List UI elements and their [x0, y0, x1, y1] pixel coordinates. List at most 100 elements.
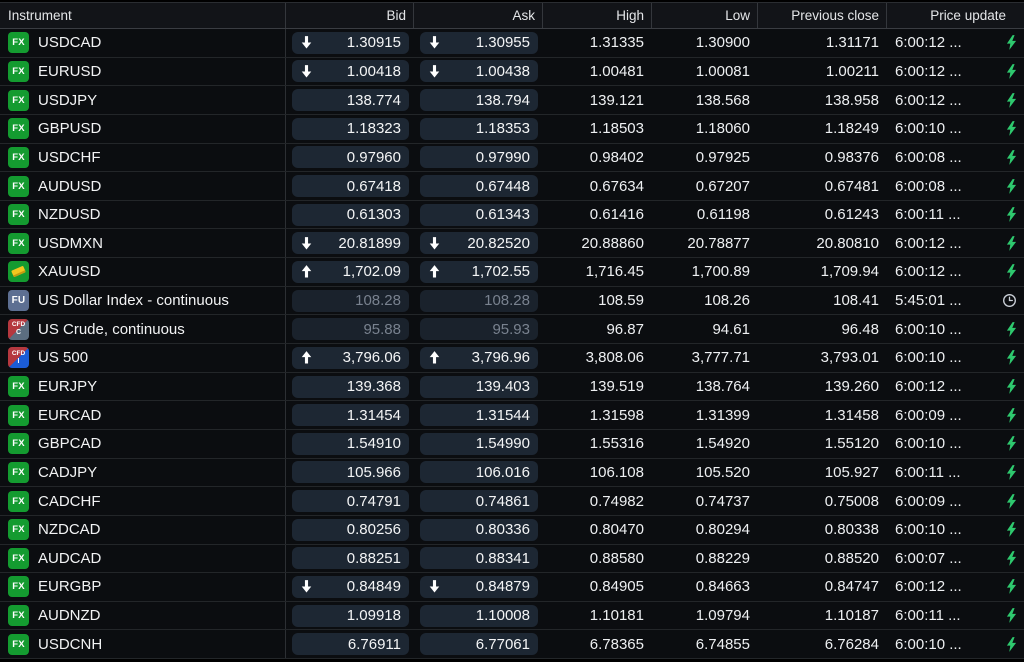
- ask-price-pill[interactable]: 106.016: [420, 461, 538, 484]
- ask-price-pill[interactable]: 1,702.55: [420, 260, 538, 283]
- instrument-cell[interactable]: FX AUDUSD: [0, 172, 286, 200]
- bid-price-pill[interactable]: 1.54910: [292, 432, 409, 455]
- ask-price-pill[interactable]: 1.10008: [420, 604, 538, 627]
- instrument-cell[interactable]: FX EURJPY: [0, 372, 286, 401]
- ask-price-pill[interactable]: 95.93: [420, 318, 538, 341]
- ask-price-pill[interactable]: 108.28: [420, 289, 538, 312]
- instrument-cell[interactable]: FX CADJPY: [0, 458, 286, 487]
- instrument-cell[interactable]: FX NZDCAD: [0, 515, 286, 544]
- instrument-cell[interactable]: FX AUDNZD: [0, 601, 286, 630]
- instrument-cell[interactable]: FX GBPUSD: [0, 114, 286, 143]
- ask-price-pill[interactable]: 1.30955: [420, 31, 538, 54]
- bid-price-pill[interactable]: 6.76911: [292, 633, 409, 656]
- table-row[interactable]: FX AUDCAD 0.88251 0.88341 0.88580 0.88229 0.88…: [0, 544, 1024, 574]
- ask-price-pill[interactable]: 0.88341: [420, 547, 538, 570]
- table-row[interactable]: FX USDCAD 1.30915 1.30955 1.31335 1.30900 1.31…: [0, 29, 1024, 58]
- bid-price-pill[interactable]: 20.81899: [292, 232, 409, 255]
- instrument-name: AUDNZD: [38, 607, 101, 625]
- header-ask[interactable]: Ask: [414, 3, 543, 28]
- instrument-cell[interactable]: CFD I US 500: [0, 344, 286, 372]
- table-row[interactable]: FX USDCHF 0.97960 0.97990 0.98402 0.97925 0.98…: [0, 143, 1024, 173]
- instrument-cell[interactable]: FX AUDCAD: [0, 544, 286, 573]
- bid-price-pill[interactable]: 0.61303: [292, 203, 409, 226]
- instrument-cell[interactable]: FX EURUSD: [0, 57, 286, 86]
- bid-price-pill[interactable]: 1.31454: [292, 404, 409, 427]
- instrument-cell[interactable]: CFD C US Crude, continuous: [0, 315, 286, 344]
- header-instrument[interactable]: Instrument: [0, 3, 286, 28]
- ask-price-pill[interactable]: 138.794: [420, 89, 538, 112]
- bid-price-pill[interactable]: 139.368: [292, 375, 409, 398]
- ask-price-pill[interactable]: 1.00438: [420, 60, 538, 83]
- bid-price-pill[interactable]: 105.966: [292, 461, 409, 484]
- instrument-cell[interactable]: FX USDCAD: [0, 29, 286, 57]
- ask-price-pill[interactable]: 20.82520: [420, 232, 538, 255]
- ask-price-pill[interactable]: 1.18353: [420, 117, 538, 140]
- bid-price-pill[interactable]: 1,702.09: [292, 260, 409, 283]
- instrument-cell[interactable]: FX USDJPY: [0, 86, 286, 114]
- table-row[interactable]: FX GBPUSD 1.18323 1.18353 1.18503 1.18060 1.18…: [0, 114, 1024, 144]
- table-row[interactable]: XAUUSD 1,702.09 1,702.55 1,716.45 1,700.89 1,…: [0, 258, 1024, 287]
- instrument-cell[interactable]: FX GBPCAD: [0, 429, 286, 458]
- table-row[interactable]: FX EURUSD 1.00418 1.00438 1.00481 1.00081 1.00…: [0, 57, 1024, 87]
- table-row[interactable]: FX EURCAD 1.31454 1.31544 1.31598 1.31399 1.31…: [0, 401, 1024, 430]
- header-previous-close[interactable]: Previous close: [758, 3, 887, 28]
- lightning-bolt-icon: [1006, 522, 1017, 538]
- table-row[interactable]: FX NZDCAD 0.80256 0.80336 0.80470 0.80294 0.80…: [0, 515, 1024, 545]
- ask-price-pill[interactable]: 0.97990: [420, 146, 538, 169]
- table-row[interactable]: CFD I US 500 3,796.06 3,796.96 3,808.06 3,777.…: [0, 344, 1024, 373]
- table-row[interactable]: CFD C US Crude, continuous 95.88 95.93 96.87 9…: [0, 315, 1024, 345]
- bid-price-pill[interactable]: 0.97960: [292, 146, 409, 169]
- instrument-cell[interactable]: FX EURGBP: [0, 573, 286, 601]
- bid-value: 0.97960: [346, 148, 401, 166]
- ask-price-pill[interactable]: 0.80336: [420, 518, 538, 541]
- bid-price-pill[interactable]: 0.74791: [292, 490, 409, 513]
- table-row[interactable]: FX CADCHF 0.74791 0.74861 0.74982 0.74737 0.75…: [0, 487, 1024, 516]
- ask-price-pill[interactable]: 0.84879: [420, 575, 538, 598]
- instrument-cell[interactable]: XAUUSD: [0, 258, 286, 286]
- header-low[interactable]: Low: [652, 3, 758, 28]
- ask-price-pill[interactable]: 0.67448: [420, 175, 538, 198]
- table-row[interactable]: FX NZDUSD 0.61303 0.61343 0.61416 0.61198 0.61…: [0, 200, 1024, 230]
- instrument-cell[interactable]: FX NZDUSD: [0, 200, 286, 229]
- bid-price-pill[interactable]: 0.67418: [292, 175, 409, 198]
- instrument-cell[interactable]: FX USDCNH: [0, 630, 286, 659]
- bid-value: 0.88251: [346, 549, 401, 567]
- table-row[interactable]: FX USDJPY 138.774 138.794 139.121 138.568 138.…: [0, 86, 1024, 115]
- header-bid[interactable]: Bid: [286, 3, 414, 28]
- table-row[interactable]: FX AUDUSD 0.67418 0.67448 0.67634 0.67207 0.67…: [0, 172, 1024, 201]
- ask-price-pill[interactable]: 3,796.96: [420, 346, 538, 369]
- ask-price-pill[interactable]: 1.31544: [420, 404, 538, 427]
- ask-price-pill[interactable]: 0.61343: [420, 203, 538, 226]
- bid-price-pill[interactable]: 138.774: [292, 89, 409, 112]
- table-row[interactable]: FX CADJPY 105.966 106.016 106.108 105.520 105.…: [0, 458, 1024, 488]
- bid-price-pill[interactable]: 95.88: [292, 318, 409, 341]
- bid-price-pill[interactable]: 0.80256: [292, 518, 409, 541]
- bid-price-pill[interactable]: 1.18323: [292, 117, 409, 140]
- bid-price-pill[interactable]: 1.00418: [292, 60, 409, 83]
- bid-price-pill[interactable]: 3,796.06: [292, 346, 409, 369]
- table-row[interactable]: FX USDMXN 20.81899 20.82520 20.88860 20.78877…: [0, 229, 1024, 259]
- bid-price-pill[interactable]: 108.28: [292, 289, 409, 312]
- ask-price-pill[interactable]: 1.54990: [420, 432, 538, 455]
- low-value: 1.54920: [695, 435, 750, 453]
- instrument-cell[interactable]: FX EURCAD: [0, 401, 286, 429]
- table-row[interactable]: FX AUDNZD 1.09918 1.10008 1.10181 1.09794 1.10…: [0, 601, 1024, 631]
- header-price-update[interactable]: Price update: [930, 8, 1006, 23]
- table-row[interactable]: FX EURJPY 139.368 139.403 139.519 138.764 139.…: [0, 372, 1024, 402]
- instrument-cell[interactable]: FX USDMXN: [0, 229, 286, 258]
- bid-price-pill[interactable]: 1.30915: [292, 31, 409, 54]
- instrument-cell[interactable]: FX USDCHF: [0, 143, 286, 172]
- header-high[interactable]: High: [543, 3, 652, 28]
- table-row[interactable]: FX GBPCAD 1.54910 1.54990 1.55316 1.54920 1.55…: [0, 429, 1024, 459]
- bid-price-pill[interactable]: 0.84849: [292, 575, 409, 598]
- ask-price-pill[interactable]: 0.74861: [420, 490, 538, 513]
- instrument-cell[interactable]: FU US Dollar Index - continuous: [0, 286, 286, 315]
- bid-price-pill[interactable]: 0.88251: [292, 547, 409, 570]
- bid-price-pill[interactable]: 1.09918: [292, 604, 409, 627]
- ask-price-pill[interactable]: 139.403: [420, 375, 538, 398]
- table-row[interactable]: FX USDCNH 6.76911 6.77061 6.78365 6.74855 6.76…: [0, 630, 1024, 660]
- instrument-cell[interactable]: FX CADCHF: [0, 487, 286, 515]
- ask-price-pill[interactable]: 6.77061: [420, 633, 538, 656]
- table-row[interactable]: FU US Dollar Index - continuous 108.28 108.…: [0, 286, 1024, 316]
- table-row[interactable]: FX EURGBP 0.84849 0.84879 0.84905 0.84663 0.84…: [0, 573, 1024, 602]
